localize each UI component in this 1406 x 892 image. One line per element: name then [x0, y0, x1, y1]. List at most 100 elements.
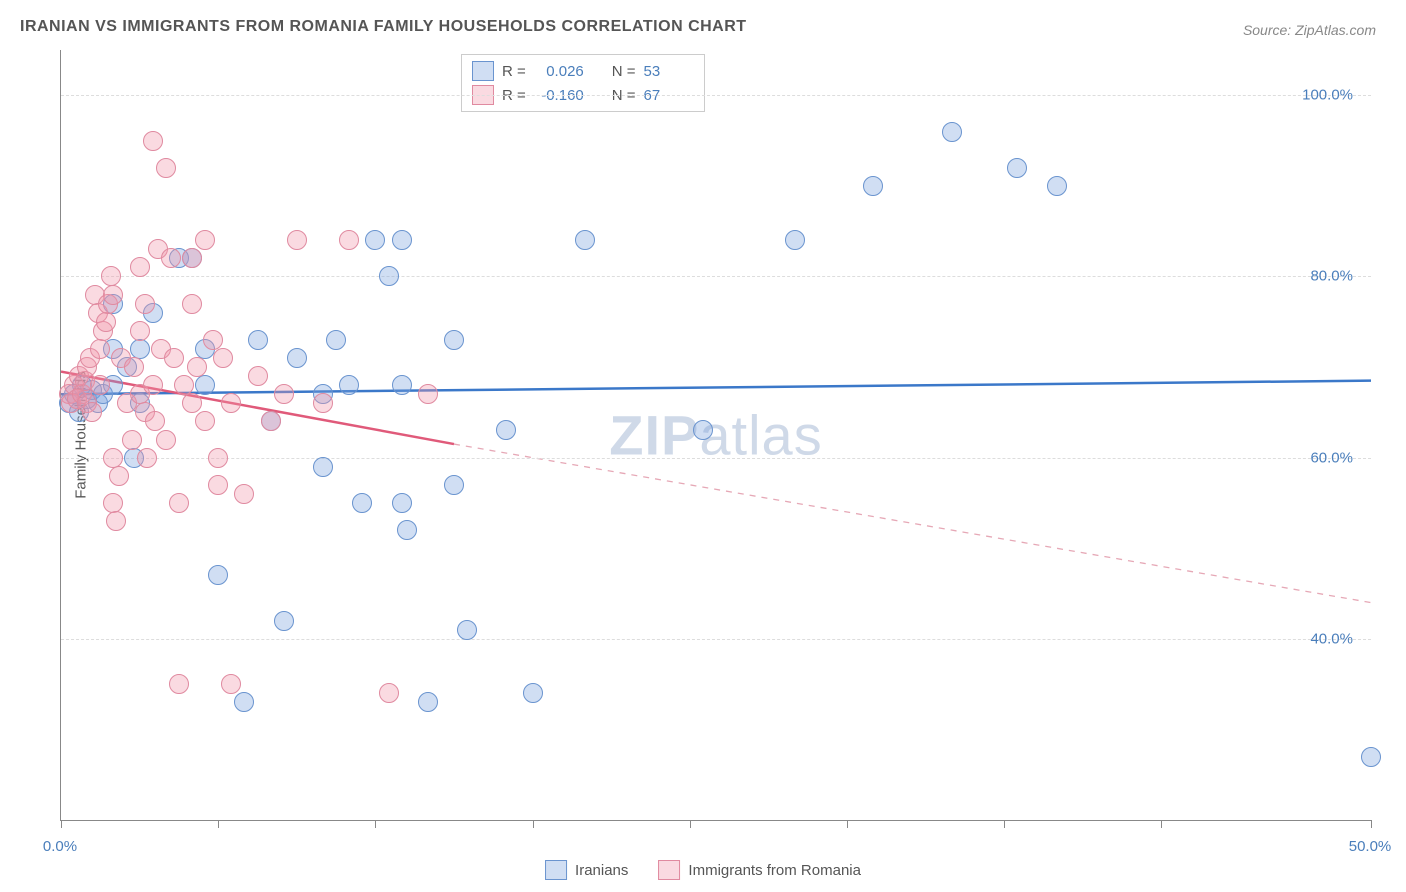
data-point [274, 384, 294, 404]
data-point [785, 230, 805, 250]
trend-lines [61, 50, 1371, 820]
data-point [135, 294, 155, 314]
data-point [109, 466, 129, 486]
chart-title: IRANIAN VS IMMIGRANTS FROM ROMANIA FAMIL… [20, 18, 747, 36]
data-point [130, 257, 150, 277]
data-point [392, 230, 412, 250]
data-point [693, 420, 713, 440]
xtick [375, 820, 376, 828]
data-point [137, 448, 157, 468]
xtick-label: 0.0% [43, 838, 77, 855]
data-point [103, 285, 123, 305]
correlation-legend: R = 0.026 N = 53 R = -0.160 N = 67 [461, 54, 705, 112]
data-point [496, 420, 516, 440]
data-point [221, 674, 241, 694]
data-point [106, 511, 126, 531]
n-label: N = [612, 63, 636, 80]
legend-row-iranians: R = 0.026 N = 53 [472, 59, 694, 83]
data-point [203, 330, 223, 350]
data-point [156, 430, 176, 450]
data-point [161, 248, 181, 268]
xtick [218, 820, 219, 828]
gridline [61, 639, 1371, 640]
xtick [1004, 820, 1005, 828]
r-label: R = [502, 63, 526, 80]
r-value-iranians: 0.026 [534, 63, 584, 80]
gridline [61, 458, 1371, 459]
data-point [182, 294, 202, 314]
data-point [169, 674, 189, 694]
data-point [444, 330, 464, 350]
data-point [124, 357, 144, 377]
data-point [82, 402, 102, 422]
data-point [122, 430, 142, 450]
data-point [208, 565, 228, 585]
data-point [90, 375, 110, 395]
data-point [339, 230, 359, 250]
data-point [195, 375, 215, 395]
data-point [274, 611, 294, 631]
data-point [392, 493, 412, 513]
n-value-iranians: 53 [644, 63, 694, 80]
data-point [397, 520, 417, 540]
data-point [1007, 158, 1027, 178]
data-point [313, 393, 333, 413]
data-point [261, 411, 281, 431]
data-point [313, 457, 333, 477]
data-point [575, 230, 595, 250]
data-point [221, 393, 241, 413]
data-point [187, 357, 207, 377]
data-point [1361, 747, 1381, 767]
xtick [1371, 820, 1372, 828]
ytick-label: 100.0% [1302, 87, 1353, 104]
data-point [287, 348, 307, 368]
legend-item-iranians: Iranians [545, 860, 628, 880]
data-point [103, 448, 123, 468]
data-point [195, 230, 215, 250]
data-point [156, 158, 176, 178]
data-point [130, 339, 150, 359]
data-point [96, 312, 116, 332]
data-point [143, 375, 163, 395]
bottom-legend: Iranians Immigrants from Romania [545, 860, 861, 880]
ytick-label: 60.0% [1310, 449, 1353, 466]
ytick-label: 40.0% [1310, 630, 1353, 647]
legend-label-iranians: Iranians [575, 862, 628, 879]
data-point [234, 484, 254, 504]
data-point [379, 683, 399, 703]
data-point [182, 393, 202, 413]
data-point [379, 266, 399, 286]
xtick [1161, 820, 1162, 828]
ytick-label: 80.0% [1310, 268, 1353, 285]
xtick [533, 820, 534, 828]
data-point [942, 122, 962, 142]
data-point [392, 375, 412, 395]
data-point [365, 230, 385, 250]
source-label: Source: ZipAtlas.com [1243, 22, 1376, 38]
data-point [103, 493, 123, 513]
gridline [61, 276, 1371, 277]
plot-area: Family Households ZIPatlas R = 0.026 N =… [60, 50, 1371, 821]
data-point [418, 384, 438, 404]
data-point [130, 321, 150, 341]
data-point [418, 692, 438, 712]
data-point [523, 683, 543, 703]
gridline [61, 95, 1371, 96]
data-point [248, 330, 268, 350]
data-point [339, 375, 359, 395]
legend-label-romania: Immigrants from Romania [688, 862, 861, 879]
data-point [182, 248, 202, 268]
data-point [208, 448, 228, 468]
data-point [101, 266, 121, 286]
trend-line [454, 444, 1371, 603]
data-point [213, 348, 233, 368]
swatch-iranians-bottom [545, 860, 567, 880]
data-point [1047, 176, 1067, 196]
data-point [248, 366, 268, 386]
data-point [145, 411, 165, 431]
data-point [863, 176, 883, 196]
data-point [457, 620, 477, 640]
data-point [352, 493, 372, 513]
data-point [90, 339, 110, 359]
swatch-iranians [472, 61, 494, 81]
